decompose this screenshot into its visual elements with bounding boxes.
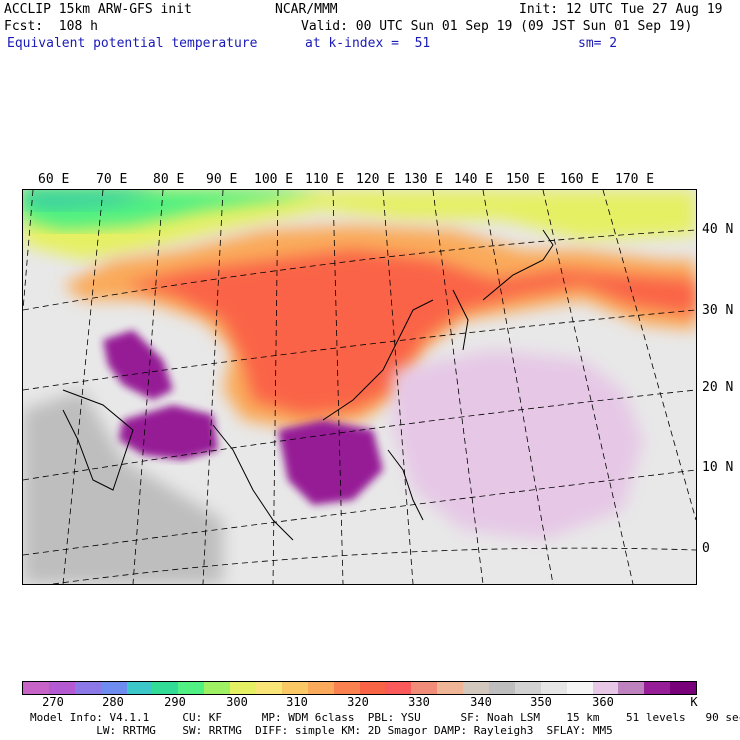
colorbar-swatch bbox=[540, 682, 567, 694]
colorbar-swatch bbox=[178, 682, 205, 694]
lon-label: 170 E bbox=[615, 172, 655, 187]
graticule bbox=[23, 190, 696, 584]
lon-label: 110 E bbox=[305, 172, 345, 187]
colorbar-swatch bbox=[489, 682, 515, 694]
colorbar-swatch bbox=[385, 682, 412, 694]
colorbar bbox=[22, 681, 697, 695]
colorbar-swatch bbox=[359, 682, 386, 694]
forecast-hour: Fcst: 108 h bbox=[4, 19, 98, 34]
colorbar-tick: 320 bbox=[347, 695, 369, 709]
colorbar-swatch bbox=[463, 682, 490, 694]
colorbar-swatch bbox=[126, 682, 153, 694]
lon-label: 80 E bbox=[153, 172, 185, 187]
colorbar-tick: 280 bbox=[102, 695, 124, 709]
lat-label: 40 N bbox=[702, 222, 734, 237]
field-name: Equivalent potential temperature bbox=[7, 36, 258, 51]
lat-label: 20 N bbox=[702, 380, 734, 395]
colorbar-swatch bbox=[644, 682, 671, 694]
institution-label: NCAR/MMM bbox=[275, 2, 338, 17]
lon-label: 90 E bbox=[206, 172, 238, 187]
colorbar-swatch bbox=[618, 682, 645, 694]
model-info-line2: LW: RRTMG SW: RRTMG DIFF: simple KM: 2D … bbox=[30, 724, 613, 737]
init-time: Init: 12 UTC Tue 27 Aug 19 bbox=[519, 2, 723, 17]
map-panel bbox=[22, 189, 697, 585]
colorbar-tick: 350 bbox=[530, 695, 552, 709]
lon-label: 130 E bbox=[404, 172, 444, 187]
valid-time: Valid: 00 UTC Sun 01 Sep 19 (09 JST Sun … bbox=[301, 19, 693, 34]
smoothing-label: sm= 2 bbox=[578, 36, 618, 51]
colorbar-tick: 290 bbox=[164, 695, 186, 709]
colorbar-tick: 340 bbox=[470, 695, 492, 709]
colorbar-swatch bbox=[100, 682, 127, 694]
lat-label: 0 bbox=[702, 541, 710, 556]
lon-label: 70 E bbox=[96, 172, 128, 187]
colorbar-tick: 310 bbox=[286, 695, 308, 709]
colorbar-tick: 360 bbox=[592, 695, 614, 709]
colorbar-swatch bbox=[670, 682, 697, 694]
colorbar-tick: 270 bbox=[42, 695, 64, 709]
theta-e-band-360 bbox=[393, 350, 643, 540]
model-info-line1: Model Info: V4.1.1 CU: KF MP: WDM 6class… bbox=[30, 711, 740, 724]
theta-e-max-india bbox=[103, 330, 173, 400]
lat-label: 10 N bbox=[702, 460, 734, 475]
colorbar-swatch bbox=[514, 682, 541, 694]
lon-label: 150 E bbox=[506, 172, 546, 187]
colorbar-tick: 300 bbox=[226, 695, 248, 709]
colorbar-swatch bbox=[281, 682, 308, 694]
theta-e-max-bay-of-bengal bbox=[118, 405, 218, 460]
colorbar-swatch bbox=[333, 682, 360, 694]
coastlines bbox=[62, 229, 554, 541]
theta-e-band-290 bbox=[23, 190, 163, 210]
colorbar-swatch bbox=[566, 682, 593, 694]
level-index: at k-index = 51 bbox=[305, 36, 431, 51]
colorbar-swatch bbox=[23, 682, 49, 694]
colorbar-swatch bbox=[74, 682, 101, 694]
lon-label: 100 E bbox=[254, 172, 294, 187]
colorbar-swatch bbox=[230, 682, 257, 694]
colorbar-swatch bbox=[411, 682, 438, 694]
colorbar-swatch bbox=[437, 682, 464, 694]
colorbar-swatch bbox=[204, 682, 231, 694]
colorbar-swatch bbox=[592, 682, 619, 694]
lon-label: 60 E bbox=[38, 172, 70, 187]
map-canvas bbox=[23, 190, 696, 584]
model-title: ACCLIP 15km ARW-GFS init bbox=[4, 2, 192, 17]
lon-label: 120 E bbox=[356, 172, 396, 187]
theta-e-max-south-china-sea bbox=[278, 420, 383, 505]
colorbar-swatch bbox=[307, 682, 334, 694]
colorbar-tick: 330 bbox=[408, 695, 430, 709]
lat-label: 30 N bbox=[702, 303, 734, 318]
lon-label: 140 E bbox=[454, 172, 494, 187]
colorbar-swatch bbox=[48, 682, 75, 694]
colorbar-unit: K bbox=[690, 695, 698, 709]
colorbar-swatch bbox=[152, 682, 179, 694]
colorbar-swatch bbox=[256, 682, 282, 694]
theta-e-band-330 bbox=[123, 250, 696, 415]
lon-label: 160 E bbox=[560, 172, 600, 187]
